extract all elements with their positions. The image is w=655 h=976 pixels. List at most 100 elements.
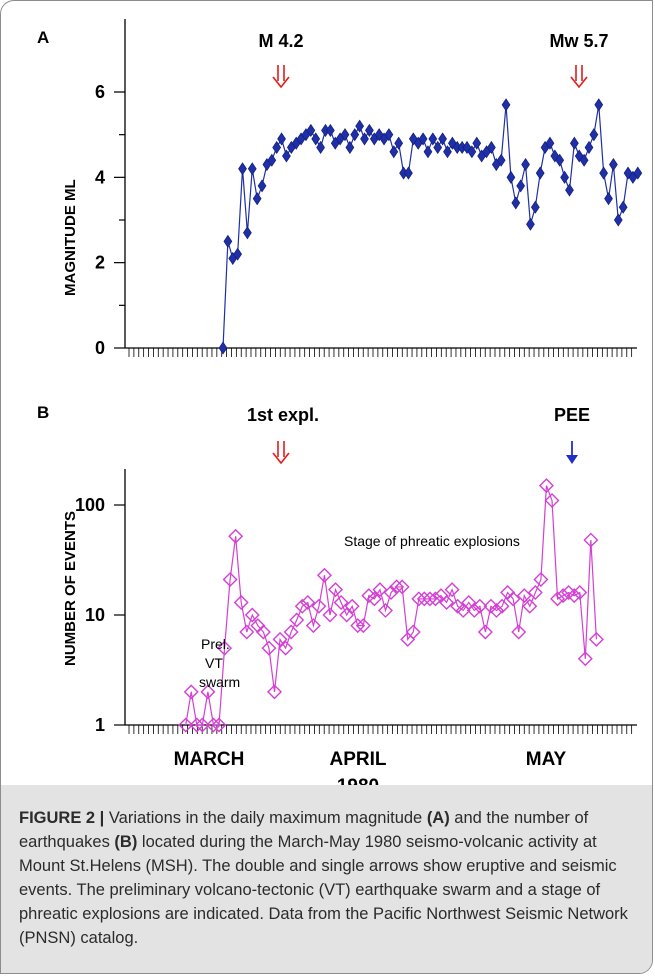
panel-b-data-point [278, 640, 294, 656]
double-arrow-icon [272, 441, 290, 465]
panel-a-data-point [394, 136, 404, 150]
phreatic-stage-label: Stage of phreatic explosions [344, 533, 520, 549]
panel-b-data-point [294, 598, 310, 614]
panel-b-data-point [489, 602, 504, 618]
panel-b-annotation-label: 1st expl. [247, 405, 319, 425]
panel-a-data-point [438, 132, 447, 146]
panel-a-data-point [418, 132, 428, 146]
panel-b-data-point [322, 607, 338, 623]
panel-b-data-point [566, 588, 582, 604]
panel-a-data-point [526, 217, 535, 231]
caption-bold-a: (A) [426, 809, 450, 827]
panel-b-data-point [233, 594, 249, 610]
panel-b-data-point [239, 624, 255, 640]
panel-b-data-point [555, 588, 571, 604]
panel-b-data-point [416, 591, 432, 607]
panel-b-data-point [333, 594, 349, 610]
panel-a-data-point [311, 132, 321, 146]
single-arrow-icon [566, 441, 578, 464]
panel-b-data-point [483, 598, 499, 614]
panel-b-series-line [185, 485, 597, 726]
panel-b-data-point [394, 579, 410, 595]
panel-a-data-point [423, 145, 433, 159]
panel-b-data-point [533, 572, 549, 588]
panel-b-data-point [466, 602, 482, 618]
panel-a-data-point [443, 145, 452, 159]
panel-b-data-point [427, 591, 443, 607]
panel-b-data-point [422, 591, 438, 607]
panel-a-data-point [555, 153, 565, 167]
panel-a-data-point [604, 192, 613, 206]
panel-b-data-point [383, 585, 399, 601]
panel-b-data-point [405, 624, 421, 640]
panel-a-data-point [496, 153, 506, 167]
panel-a-data-point [511, 196, 521, 210]
panel-a-data-point [609, 157, 618, 172]
panel-a-y-tick-label: 2 [95, 253, 105, 273]
panel-b-data-point [583, 532, 599, 548]
figure-caption: FIGURE 2 | Variations in the daily maxim… [19, 806, 639, 950]
panel-a-data-point [345, 140, 355, 155]
prel-vt-swarm-label: Prel. [201, 636, 230, 652]
panel-b-data-point [516, 588, 532, 604]
panel-a-data-point [350, 128, 360, 142]
panel-a-data-point [218, 341, 228, 355]
figure-plot-area: A B 0 2 4 6 MAGNITUDE ML M 4.2 Mw 5.7 1 10 100NUMBE… [37, 19, 643, 785]
panel-a-data-point [243, 226, 252, 240]
panel-a-data-point [579, 153, 589, 167]
panel-b-data-point [328, 582, 344, 598]
panel-a-y-tick-label: 4 [95, 167, 105, 187]
panel-b-data-point [217, 640, 233, 656]
panel-b-data-point [444, 582, 460, 598]
panel-b-data-point [267, 684, 282, 700]
panel-a-data-point [565, 183, 574, 197]
panel-a-data-point [316, 140, 325, 155]
panel-b-data-point [272, 631, 288, 647]
prel-vt-swarm-label: VT [205, 655, 223, 671]
panel-b-month-label: MARCH [174, 749, 245, 770]
panel-a-data-point [282, 149, 291, 163]
panel-a-data-point [467, 145, 477, 159]
caption-text-3: located during the March-May 1980 seismo… [19, 833, 628, 947]
panel-b-data-point [350, 618, 366, 634]
panel-label-a: A [37, 28, 49, 47]
panel-a-data-point [521, 157, 530, 172]
panel-b-y-tick-label: 10 [85, 605, 105, 625]
panel-a-data-point [584, 140, 594, 155]
panel-a-data-point [223, 234, 233, 248]
panel-b-data-point [472, 598, 488, 614]
panel-b-data-point [189, 717, 205, 733]
panel-a-data-point [233, 247, 243, 261]
panel-b-data-point [366, 591, 382, 607]
panel-a-data-point [428, 132, 438, 146]
panel-b-data-point [538, 478, 554, 494]
panel-b-data-point [228, 528, 244, 544]
panel-a-data-point [569, 136, 579, 150]
panel-a-data-point [433, 140, 443, 155]
panel-b-data-point [261, 640, 277, 656]
panel-a-data-point [257, 179, 267, 193]
double-arrow-icon [570, 65, 588, 89]
panel-b-data-point [355, 618, 371, 634]
panel-b-data-point [378, 602, 393, 618]
panel-b-year-label: 1980 [337, 776, 379, 785]
panel-a-data-point [613, 213, 623, 227]
panel-a-data-point [267, 153, 277, 167]
panel-b-month-label: MAY [526, 749, 567, 770]
panel-a-data-point [633, 166, 643, 180]
panel-a-data-point [252, 192, 262, 206]
panel-b-data-point [205, 717, 221, 733]
panel-a-data-point [389, 145, 399, 159]
panel-a-y-tick-label: 6 [95, 82, 105, 102]
panel-b-data-point [527, 585, 543, 601]
panel-b-data-point [588, 631, 604, 647]
panel-b-data-point [289, 612, 305, 628]
panel-a-data-point [516, 179, 526, 193]
panel-a-data-point [247, 162, 257, 176]
panel-b-y-tick-label: 100 [75, 495, 105, 515]
panel-a-data-point [594, 98, 604, 112]
panel-b-data-point [244, 607, 260, 623]
panel-b-data-point [283, 624, 299, 640]
panel-a-data-point [487, 140, 496, 155]
